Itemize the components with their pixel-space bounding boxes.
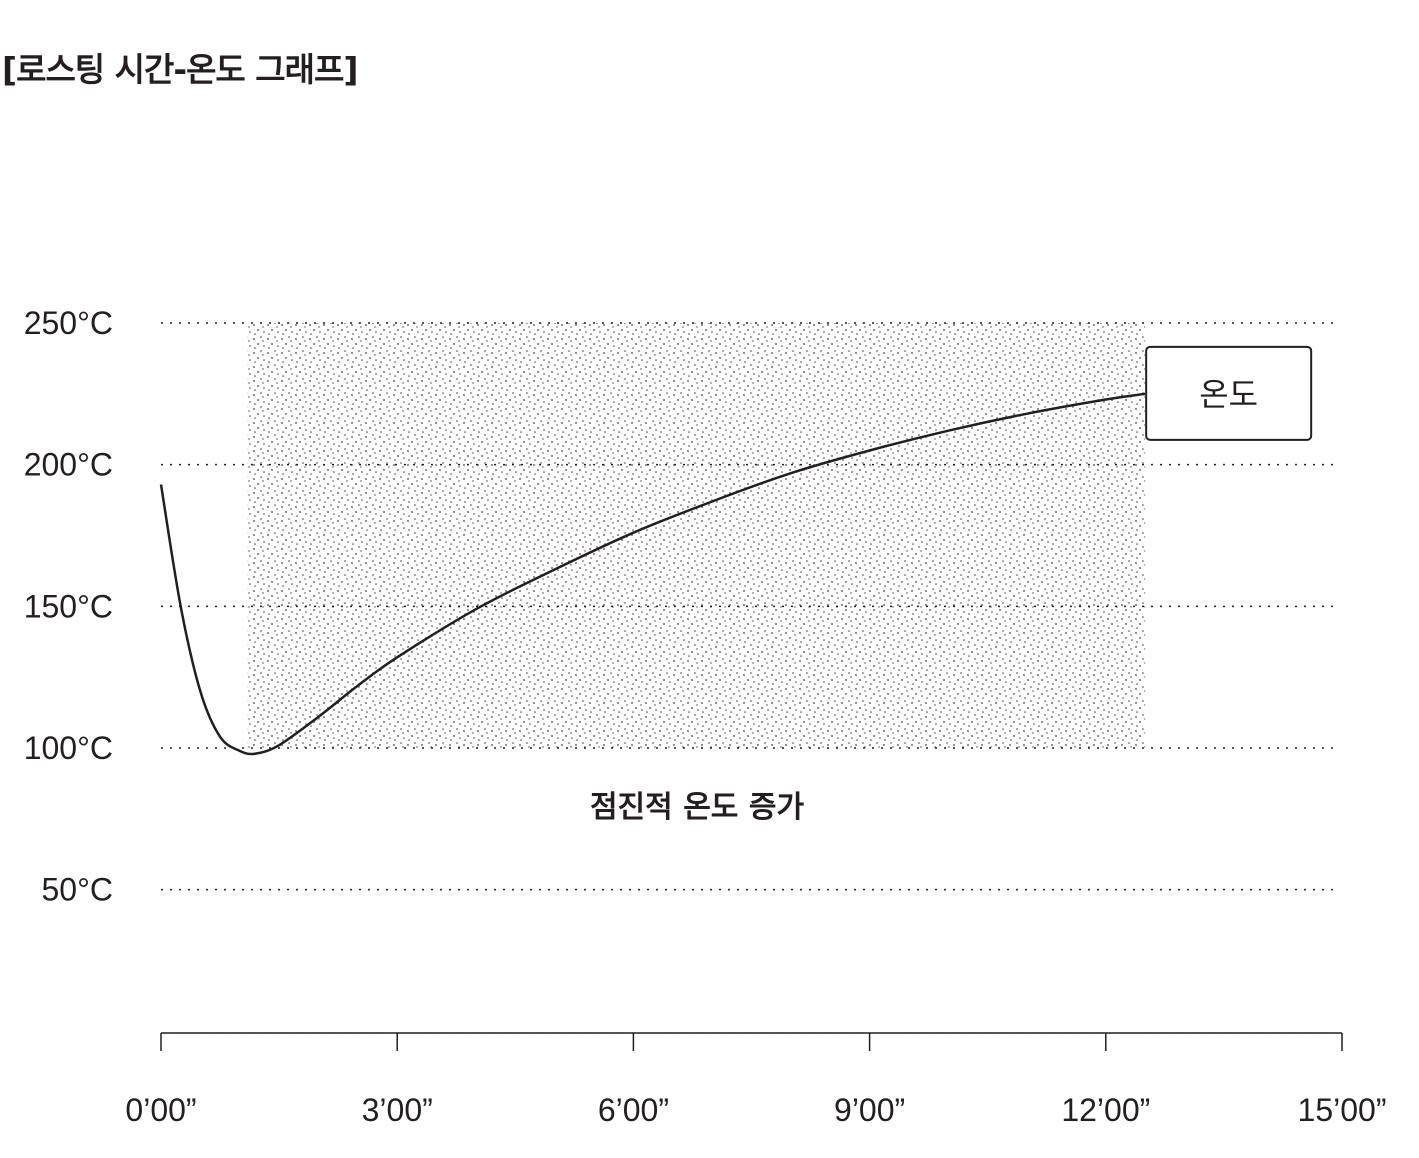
legend-box <box>1145 345 1313 441</box>
x-tick-label: 15’00” <box>1298 1092 1387 1128</box>
y-tick-label: 250°C <box>24 305 113 341</box>
x-tick-label: 12’00” <box>1061 1092 1150 1128</box>
series-line-temperature <box>159 392 1146 756</box>
y-tick-label: 150°C <box>24 588 113 624</box>
x-tick-label: 3’00” <box>362 1092 433 1128</box>
x-tick-label: 9’00” <box>834 1092 905 1128</box>
x-tick-label: 6’00” <box>598 1092 669 1128</box>
y-tick-label: 100°C <box>24 730 113 766</box>
shaded-region <box>247 323 1146 748</box>
y-tick-label: 200°C <box>24 447 113 483</box>
y-tick-label: 50°C <box>42 872 114 908</box>
annotation-label: 점진적 온도 증가 <box>590 790 804 825</box>
legend-label: 온도 <box>1199 375 1258 413</box>
x-tick-label: 0’00” <box>125 1092 196 1128</box>
chart-title: [로스팅 시간-온도 그래프] <box>2 50 358 89</box>
